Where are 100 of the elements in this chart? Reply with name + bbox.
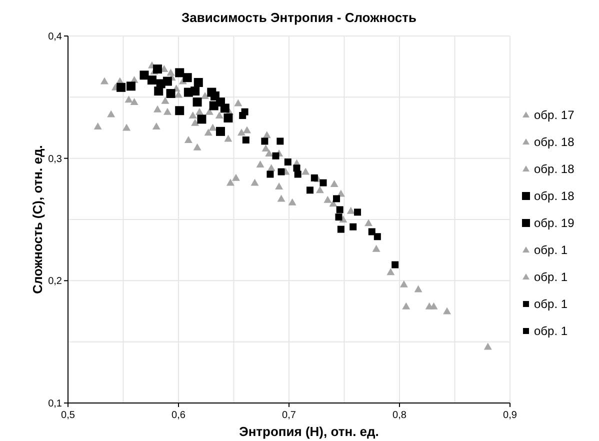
point xyxy=(224,134,232,142)
point xyxy=(197,114,206,124)
point xyxy=(443,307,452,314)
x-axis-title: Энтропия (H), отн. ед. xyxy=(239,424,379,439)
x-tick-label: 0,7 xyxy=(282,410,296,421)
y-tick-label: 0,4 xyxy=(48,32,62,42)
point xyxy=(386,268,395,276)
point xyxy=(193,143,202,150)
point xyxy=(153,64,162,74)
point xyxy=(414,285,422,292)
point xyxy=(266,170,274,178)
point xyxy=(226,178,234,186)
point xyxy=(232,174,240,181)
point xyxy=(261,138,268,145)
point xyxy=(256,160,264,168)
point xyxy=(275,182,284,190)
point xyxy=(278,168,285,176)
point xyxy=(140,70,149,80)
point xyxy=(374,233,381,240)
point xyxy=(154,105,162,112)
point xyxy=(208,124,217,131)
point xyxy=(188,112,197,119)
legend-label: обр. 18 xyxy=(534,135,575,149)
point xyxy=(372,244,380,252)
legend-label: обр. 1 xyxy=(534,243,568,257)
point xyxy=(336,206,344,214)
point xyxy=(224,113,233,122)
point xyxy=(107,110,116,118)
point xyxy=(310,174,318,182)
point xyxy=(162,76,172,86)
point xyxy=(124,96,133,103)
point xyxy=(364,219,373,226)
point xyxy=(330,180,338,188)
point xyxy=(354,208,362,216)
x-tick-label: 0,8 xyxy=(392,410,407,421)
point xyxy=(234,99,242,106)
point xyxy=(265,149,274,156)
y-tick-label: 0,1 xyxy=(48,398,62,410)
y-tick-label: 0,2 xyxy=(48,276,62,288)
point xyxy=(161,96,170,104)
point xyxy=(175,106,184,116)
point xyxy=(392,261,399,268)
point xyxy=(215,112,224,119)
point xyxy=(130,98,138,106)
chart-title: Зависимость Энтропия - Сложность xyxy=(182,10,417,25)
point xyxy=(284,158,292,166)
legend-label: обр. 18 xyxy=(534,162,575,176)
point xyxy=(324,196,332,203)
point xyxy=(192,98,202,107)
legend-label: обр. 17 xyxy=(534,108,575,122)
point xyxy=(320,179,327,186)
point xyxy=(484,342,492,350)
y-axis-title: Сложность (С), отн. ед. xyxy=(30,145,45,294)
point xyxy=(333,195,340,202)
point xyxy=(175,68,184,78)
y-tick-label: 0,3 xyxy=(48,154,62,165)
point xyxy=(201,92,210,99)
point xyxy=(243,126,252,134)
point xyxy=(204,128,212,136)
point xyxy=(237,128,246,136)
point xyxy=(122,124,131,131)
point xyxy=(316,186,324,194)
point xyxy=(294,170,302,178)
point xyxy=(94,122,102,130)
x-tick-label: 0,5 xyxy=(61,410,76,421)
point xyxy=(100,77,108,84)
point xyxy=(262,144,270,152)
x-tick-label: 0,9 xyxy=(503,410,518,421)
point xyxy=(350,223,357,230)
point xyxy=(402,302,410,310)
point xyxy=(216,126,225,136)
point xyxy=(152,122,160,130)
legend-label: обр. 18 xyxy=(534,189,575,203)
point xyxy=(166,88,176,98)
point xyxy=(163,108,172,115)
point xyxy=(288,198,296,206)
point xyxy=(250,178,259,186)
point xyxy=(126,82,136,91)
point xyxy=(400,280,408,288)
point xyxy=(191,118,200,126)
point xyxy=(205,108,214,115)
legend-label: обр. 1 xyxy=(534,297,568,311)
point xyxy=(220,104,230,113)
point xyxy=(147,76,156,85)
point xyxy=(277,194,286,202)
point xyxy=(346,206,355,214)
point xyxy=(195,108,204,115)
point xyxy=(337,226,344,233)
point xyxy=(368,228,376,236)
point xyxy=(276,138,284,145)
point xyxy=(272,152,280,160)
point xyxy=(241,108,248,116)
point xyxy=(194,78,203,87)
point xyxy=(116,82,126,92)
point xyxy=(242,136,250,144)
point xyxy=(302,168,310,175)
legend-label: обр. 1 xyxy=(534,270,568,284)
point xyxy=(335,214,342,221)
point xyxy=(430,302,438,310)
legend-label: обр. 19 xyxy=(534,216,575,230)
